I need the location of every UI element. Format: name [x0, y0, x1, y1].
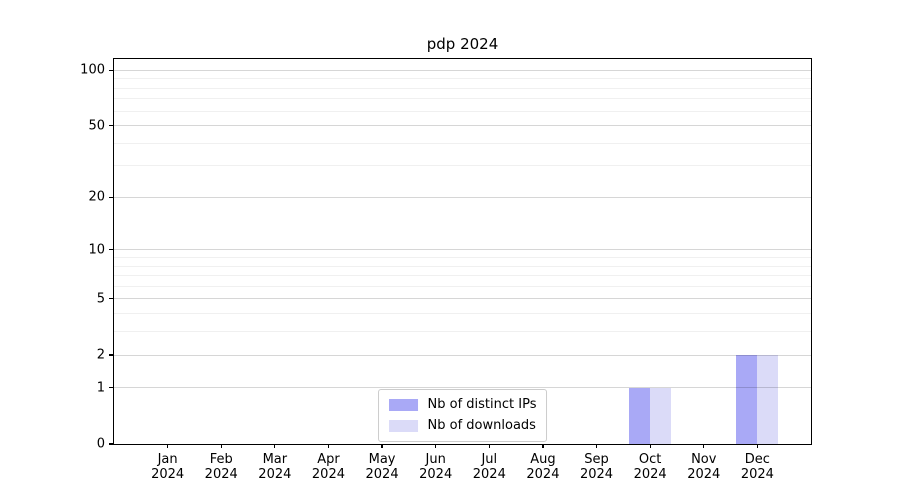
legend-swatch-distinct-ips	[388, 399, 418, 411]
x-tick-month: May	[368, 452, 396, 467]
y-tick-label: 10	[88, 242, 105, 258]
chart-title: pdp 2024	[426, 35, 499, 53]
gridline-minor	[114, 98, 811, 100]
x-tick-year: 2024	[687, 466, 721, 482]
gridline-minor	[114, 265, 811, 267]
x-tick-month: Apr	[317, 452, 340, 467]
bar-downloads-dec	[757, 355, 779, 444]
x-tick-year: 2024	[526, 466, 560, 482]
x-tick-year: 2024	[365, 466, 399, 482]
x-tick-label: Sep 2024	[579, 452, 614, 482]
y-tick-label: 50	[88, 118, 105, 134]
y-tick-label: 2	[96, 347, 105, 363]
x-tick	[595, 444, 598, 448]
x-tick-month: Jan	[157, 452, 178, 467]
y-tick-label: 1	[96, 380, 105, 396]
x-tick	[327, 444, 330, 448]
y-tick-label: 5	[96, 291, 105, 307]
legend-label-distinct-ips: Nb of distinct IPs	[427, 397, 537, 412]
legend-item-distinct-ips: Nb of distinct IPs	[388, 397, 537, 413]
y-tick	[109, 387, 113, 389]
x-tick	[649, 444, 651, 448]
gridline-major	[114, 249, 811, 251]
x-tick-month: Jul	[481, 452, 498, 467]
y-tick	[109, 124, 113, 127]
gridline-minor	[114, 257, 811, 258]
legend: Nb of distinct IPs Nb of downloads	[377, 389, 548, 442]
x-tick-year: 2024	[472, 466, 506, 482]
x-tick-month: Sep	[584, 452, 609, 467]
x-tick-year: 2024	[740, 466, 774, 482]
x-tick	[274, 444, 276, 448]
y-tick-label: 100	[80, 62, 105, 78]
x-tick-label: Jan 2024	[151, 452, 185, 482]
y-tick	[109, 443, 113, 445]
x-tick-year: 2024	[633, 466, 667, 482]
gridline-minor	[114, 285, 811, 287]
x-tick-month: Feb	[209, 452, 233, 467]
gridline-major	[114, 298, 811, 300]
x-tick-year: 2024	[419, 466, 453, 482]
x-tick-label: May 2024	[365, 452, 399, 482]
x-tick-label: Jul 2024	[472, 452, 506, 482]
y-tick	[109, 196, 113, 198]
x-tick-year: 2024	[311, 466, 345, 482]
y-tick-label: 20	[88, 189, 105, 205]
x-tick	[381, 444, 383, 448]
y-tick	[109, 69, 113, 71]
bar-distinct-ips-oct	[629, 387, 651, 444]
gridline-minor	[114, 313, 811, 315]
legend-swatch-downloads	[388, 420, 418, 432]
plot-border	[113, 58, 812, 445]
x-tick-month: Nov	[691, 452, 717, 467]
x-tick-label: Dec 2024	[740, 452, 774, 482]
x-tick	[703, 444, 705, 448]
x-tick-label: Nov 2024	[687, 452, 721, 482]
x-tick-year: 2024	[579, 466, 614, 482]
bar-distinct-ips-dec	[736, 355, 758, 444]
gridline-minor	[114, 110, 811, 112]
gridline-minor	[114, 87, 811, 89]
bar-downloads-oct	[650, 387, 672, 444]
y-tick	[109, 249, 113, 251]
x-tick-month: Dec	[744, 452, 770, 467]
x-tick-month: Jun	[425, 452, 446, 467]
x-tick	[167, 444, 169, 448]
gridline-major	[114, 196, 811, 198]
x-tick-year: 2024	[258, 466, 292, 482]
x-tick-label: Apr 2024	[311, 452, 345, 482]
legend-item-downloads: Nb of downloads	[388, 418, 537, 434]
legend-label-downloads: Nb of downloads	[427, 418, 536, 433]
x-tick	[488, 444, 490, 448]
gridline-minor	[114, 275, 811, 277]
gridline-minor	[114, 142, 811, 144]
x-tick-month: Oct	[638, 452, 662, 467]
gridline-major	[114, 354, 811, 356]
y-tick	[109, 298, 113, 300]
x-tick-year: 2024	[204, 466, 238, 482]
gridline-major	[114, 125, 811, 127]
gridline-major	[114, 69, 811, 71]
x-tick-label: Oct 2024	[633, 452, 667, 482]
gridline-minor	[114, 331, 811, 333]
gridline-minor	[114, 165, 811, 167]
x-tick-label: Aug 2024	[526, 452, 560, 482]
y-tick-label: 0	[96, 436, 105, 452]
x-tick-label: Jun 2024	[419, 452, 453, 482]
x-tick	[542, 444, 544, 448]
x-tick-month: Aug	[530, 452, 556, 467]
y-tick	[109, 354, 113, 356]
x-tick-year: 2024	[151, 466, 185, 482]
x-tick	[220, 444, 222, 448]
x-tick	[756, 444, 758, 448]
gridline-minor	[114, 78, 811, 80]
x-tick	[435, 444, 437, 448]
x-tick-label: Mar 2024	[258, 452, 292, 482]
x-tick-label: Feb 2024	[204, 452, 238, 482]
x-tick-month: Mar	[262, 452, 288, 467]
